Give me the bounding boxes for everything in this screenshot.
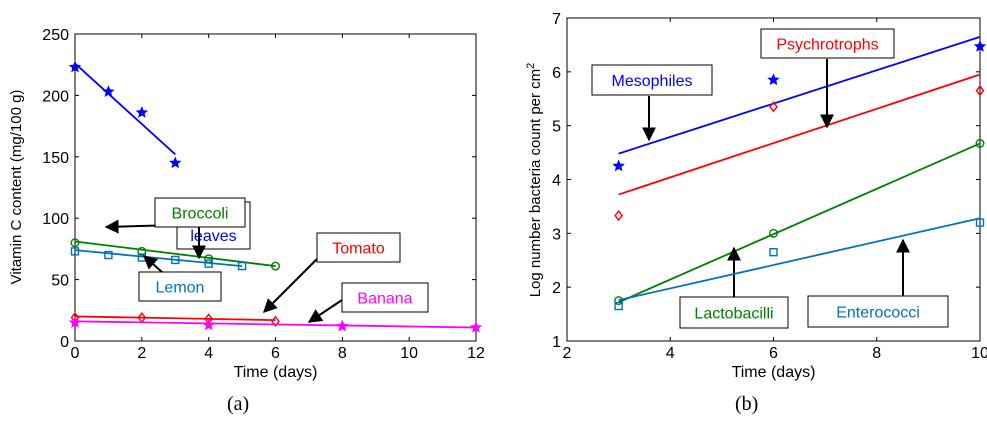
y-tick-label: 250 [42, 27, 69, 44]
data-point [612, 159, 625, 172]
data-point [614, 209, 624, 222]
series-label: Broccoli [172, 206, 229, 223]
data-point [614, 296, 624, 306]
caption-a: (a) [227, 393, 250, 415]
data-point [104, 250, 113, 260]
x-tick-label: 12 [467, 345, 485, 362]
x-tick-label: 0 [71, 345, 80, 362]
series-mesophiles [612, 35, 987, 172]
x-axis-label: Time (days) [732, 364, 816, 381]
data-point [237, 261, 247, 271]
x-tick-label: 8 [338, 345, 347, 362]
series-label: leaves [190, 228, 236, 245]
data-point [204, 259, 213, 268]
x-tick-label: 2 [563, 345, 572, 362]
data-point [769, 228, 779, 238]
data-point [271, 261, 281, 271]
y-tick-label: 7 [552, 11, 561, 28]
annotation-box [760, 28, 895, 59]
x-tick-label: 4 [204, 345, 213, 362]
series-label: Tomato [332, 241, 385, 258]
x-axis-label: Time (days) [234, 364, 318, 381]
annotation-arrow [142, 255, 163, 273]
series-enterococci [614, 217, 985, 311]
series-label: Enterococci [836, 305, 920, 322]
y-tick-label: 5 [552, 119, 561, 136]
data-point [336, 319, 349, 332]
data-point [767, 73, 780, 86]
data-point [68, 316, 82, 328]
series-psychrotrophs [614, 73, 985, 222]
x-tick-label: 6 [769, 345, 778, 362]
y-tick-label: 1 [552, 334, 561, 351]
fit-line [618, 217, 981, 301]
series-label: Lemon [156, 280, 205, 297]
series-lemon [70, 247, 247, 271]
data-point [68, 60, 82, 73]
x-tick-label: 10 [971, 345, 987, 362]
data-point [137, 246, 147, 256]
data-point [70, 238, 80, 248]
fit-line [74, 315, 276, 322]
series-banana [68, 316, 483, 333]
data-point [975, 218, 985, 227]
annotation-arrow [263, 258, 318, 313]
y-tick-label: 100 [42, 211, 69, 228]
annotation-box [679, 296, 789, 329]
x-tick-label: 6 [271, 345, 280, 362]
annotation-box [591, 64, 713, 96]
x-tick-label: 4 [666, 345, 675, 362]
chart-panel-a: 0 2 4 6 8 10 12 0 50 100 150 200 250 Time (days) Vitam… [8, 27, 485, 381]
y-axis-label: Vitamin C content (mg/100 g) [8, 90, 25, 285]
data-point [614, 301, 623, 311]
series-label: Mesophiles [612, 73, 693, 90]
fit-line [74, 320, 477, 329]
data-point [469, 320, 483, 333]
data-point [975, 138, 985, 148]
y-tick-label: 6 [552, 65, 561, 82]
data-point [973, 40, 987, 52]
y-tick-label: 3 [552, 226, 561, 243]
y-tick-label: 2 [552, 280, 561, 297]
series-label: Psychrotrophs [776, 37, 878, 54]
data-point [102, 85, 115, 97]
y-tick-label: 0 [60, 334, 69, 351]
annotation-arrow [307, 299, 343, 323]
data-point [169, 156, 182, 169]
y-tick-label: 50 [51, 273, 69, 290]
data-point [769, 101, 778, 113]
y-axis-label: Log number bacteria count per cm2 [525, 63, 544, 298]
data-point [171, 255, 180, 265]
series-persley-leaves [68, 60, 182, 169]
data-point [271, 315, 280, 327]
data-point [70, 247, 80, 256]
y-tick-label: 150 [42, 150, 69, 167]
fit-line [618, 73, 981, 196]
fit-line [74, 62, 176, 156]
series-label: Lactobacilli [694, 306, 773, 323]
x-tick-label: 2 [137, 345, 146, 362]
series-label: Banana [357, 291, 412, 308]
annotation-box [807, 295, 949, 328]
data-point [135, 106, 149, 118]
caption-b: (b) [735, 393, 759, 415]
annotation-box [341, 282, 429, 313]
annotation-box [316, 232, 401, 263]
y-tick-label: 4 [552, 173, 561, 190]
data-point [769, 247, 778, 257]
annotation-box [138, 271, 222, 302]
x-tick-label: 8 [872, 345, 881, 362]
data-point [975, 85, 985, 97]
data-point [202, 318, 215, 331]
fit-line [618, 142, 981, 304]
fit-line [74, 249, 243, 267]
series-lactobacilli [614, 138, 985, 306]
fit-line [618, 35, 981, 155]
x-tick-label: 10 [400, 345, 418, 362]
y-tick-label: 200 [42, 88, 69, 105]
